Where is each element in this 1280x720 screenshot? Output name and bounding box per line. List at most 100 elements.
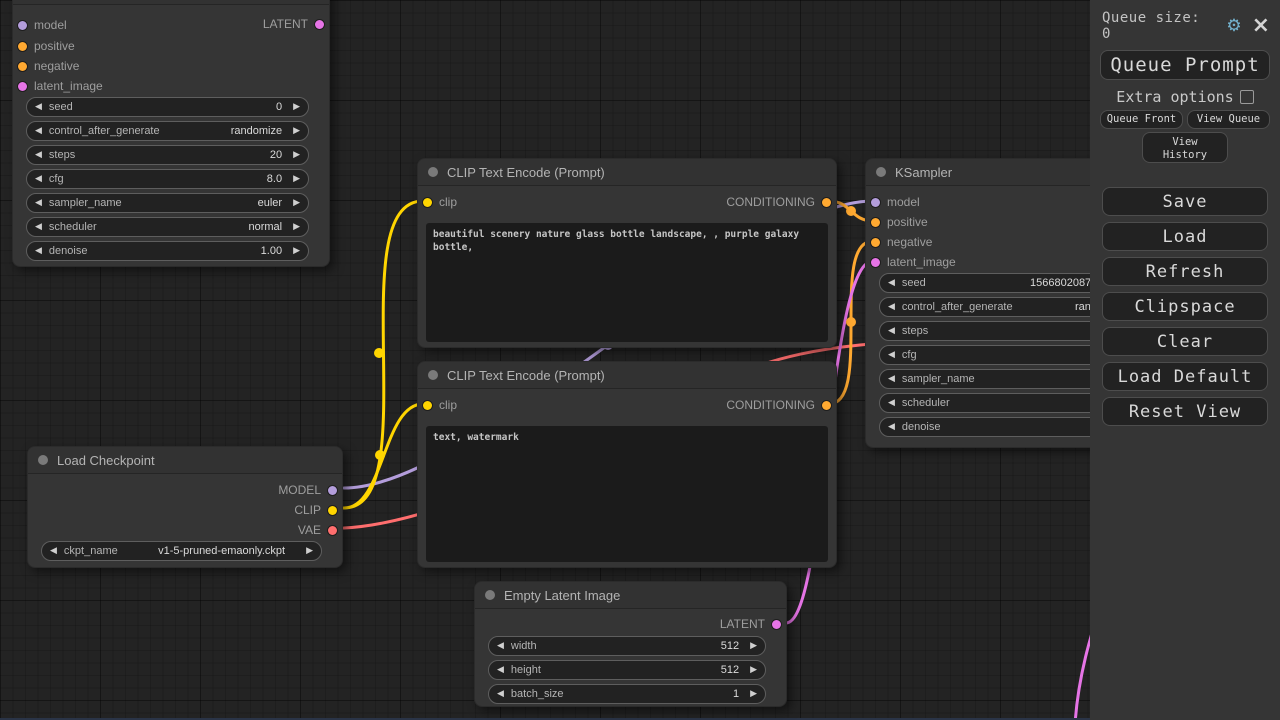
decrement-arrow-icon[interactable]: ◀ bbox=[497, 689, 504, 699]
view-history-button[interactable]: View History bbox=[1142, 132, 1228, 163]
increment-arrow-icon[interactable]: ▶ bbox=[293, 126, 300, 136]
load-button[interactable]: Load bbox=[1102, 222, 1268, 251]
decrement-arrow-icon[interactable]: ◀ bbox=[888, 302, 895, 312]
input-slot-model[interactable]: model bbox=[18, 16, 67, 34]
decrement-arrow-icon[interactable]: ◀ bbox=[35, 174, 42, 184]
negative-input-dot[interactable] bbox=[871, 237, 880, 247]
prompt-textarea[interactable]: text, watermark bbox=[426, 426, 828, 562]
clip-output-dot[interactable] bbox=[328, 505, 337, 515]
input-slot-latent-image[interactable]: latent_image bbox=[18, 77, 103, 95]
clipspace-button[interactable]: Clipspace bbox=[1102, 292, 1268, 321]
latent-output-dot[interactable] bbox=[772, 619, 781, 629]
input-slot-clip[interactable]: clip bbox=[423, 396, 457, 414]
node-clip-text-encode-1[interactable]: CLIP Text Encode (Prompt) clip CONDITION… bbox=[417, 158, 837, 348]
node-title-bar[interactable]: KSampler bbox=[13, 0, 329, 5]
decrement-arrow-icon[interactable]: ◀ bbox=[497, 665, 504, 675]
latent-input-dot[interactable] bbox=[18, 81, 27, 91]
widget-denoise[interactable]: ◀ denoise 1.00 ▶ bbox=[26, 241, 309, 261]
widget-cfg[interactable]: ◀ cfg 8.0 ▶ bbox=[26, 169, 309, 189]
increment-arrow-icon[interactable]: ▶ bbox=[293, 246, 300, 256]
prompt-textarea[interactable]: beautiful scenery nature glass bottle la… bbox=[426, 223, 828, 342]
widget-ckpt-name[interactable]: ◀ ckpt_name v1-5-pruned-emaonly.ckpt ▶ bbox=[41, 541, 322, 561]
decrement-arrow-icon[interactable]: ◀ bbox=[497, 641, 504, 651]
input-slot-negative[interactable]: negative bbox=[871, 233, 932, 251]
link-dot[interactable] bbox=[374, 348, 384, 358]
negative-input-dot[interactable] bbox=[18, 61, 27, 71]
collapse-dot-icon[interactable] bbox=[876, 167, 886, 177]
widget-sampler-name[interactable]: ◀ sampler_name euler ▶ bbox=[26, 193, 309, 213]
collapse-dot-icon[interactable] bbox=[485, 590, 495, 600]
decrement-arrow-icon[interactable]: ◀ bbox=[35, 198, 42, 208]
widget-width[interactable]: ◀ width 512 ▶ bbox=[488, 636, 766, 656]
widget-cfg[interactable]: ◀ cfg bbox=[879, 345, 1131, 365]
input-slot-positive[interactable]: positive bbox=[18, 37, 75, 55]
widget-height[interactable]: ◀ height 512 ▶ bbox=[488, 660, 766, 680]
widget-steps[interactable]: ◀ steps bbox=[879, 321, 1131, 341]
decrement-arrow-icon[interactable]: ◀ bbox=[35, 246, 42, 256]
decrement-arrow-icon[interactable]: ◀ bbox=[888, 374, 895, 384]
decrement-arrow-icon[interactable]: ◀ bbox=[888, 422, 895, 432]
decrement-arrow-icon[interactable]: ◀ bbox=[888, 350, 895, 360]
decrement-arrow-icon[interactable]: ◀ bbox=[888, 326, 895, 336]
latent-output-dot[interactable] bbox=[315, 19, 324, 29]
widget-seed[interactable]: ◀ seed 0 ▶ bbox=[26, 97, 309, 117]
widget-sampler-name[interactable]: ◀ sampler_name bbox=[879, 369, 1131, 389]
clip-input-dot[interactable] bbox=[423, 197, 432, 207]
widget-batch-size[interactable]: ◀ batch_size 1 ▶ bbox=[488, 684, 766, 704]
decrement-arrow-icon[interactable]: ◀ bbox=[888, 398, 895, 408]
input-slot-clip[interactable]: clip bbox=[423, 193, 457, 211]
node-ksampler-left[interactable]: KSampler model positive negative latent_… bbox=[12, 0, 330, 267]
vae-output-dot[interactable] bbox=[328, 525, 337, 535]
close-icon[interactable]: × bbox=[1251, 13, 1270, 38]
conditioning-output-dot[interactable] bbox=[822, 400, 831, 410]
positive-input-dot[interactable] bbox=[871, 217, 880, 227]
output-slot-vae[interactable]: VAE bbox=[298, 521, 337, 539]
collapse-dot-icon[interactable] bbox=[38, 455, 48, 465]
output-slot-clip[interactable]: CLIP bbox=[294, 501, 337, 519]
input-slot-negative[interactable]: negative bbox=[18, 57, 79, 75]
reset-view-button[interactable]: Reset View bbox=[1102, 397, 1268, 426]
increment-arrow-icon[interactable]: ▶ bbox=[306, 546, 313, 556]
model-input-dot[interactable] bbox=[871, 197, 880, 207]
increment-arrow-icon[interactable]: ▶ bbox=[293, 102, 300, 112]
widget-steps[interactable]: ◀ steps 20 ▶ bbox=[26, 145, 309, 165]
decrement-arrow-icon[interactable]: ◀ bbox=[35, 150, 42, 160]
output-slot-model[interactable]: MODEL bbox=[278, 481, 337, 499]
node-load-checkpoint[interactable]: Load Checkpoint MODEL CLIP VAE ◀ ckpt_na… bbox=[27, 446, 343, 568]
collapse-dot-icon[interactable] bbox=[428, 167, 438, 177]
output-slot-latent[interactable]: LATENT bbox=[263, 15, 324, 33]
output-slot-conditioning[interactable]: CONDITIONING bbox=[726, 193, 831, 211]
save-button[interactable]: Save bbox=[1102, 187, 1268, 216]
clip-input-dot[interactable] bbox=[423, 400, 432, 410]
clear-button[interactable]: Clear bbox=[1102, 327, 1268, 356]
load-default-button[interactable]: Load Default bbox=[1102, 362, 1268, 391]
output-slot-latent[interactable]: LATENT bbox=[720, 615, 781, 633]
node-empty-latent-image[interactable]: Empty Latent Image LATENT ◀ width 512 ▶ … bbox=[474, 581, 787, 707]
decrement-arrow-icon[interactable]: ◀ bbox=[888, 278, 895, 288]
decrement-arrow-icon[interactable]: ◀ bbox=[35, 222, 42, 232]
decrement-arrow-icon[interactable]: ◀ bbox=[35, 126, 42, 136]
extra-options-checkbox[interactable] bbox=[1239, 90, 1254, 104]
model-output-dot[interactable] bbox=[328, 485, 337, 495]
collapse-dot-icon[interactable] bbox=[428, 370, 438, 380]
node-title-bar[interactable]: CLIP Text Encode (Prompt) bbox=[418, 159, 836, 186]
view-queue-button[interactable]: View Queue bbox=[1187, 110, 1270, 129]
conditioning-output-dot[interactable] bbox=[822, 197, 831, 207]
link-dot[interactable] bbox=[846, 317, 856, 327]
increment-arrow-icon[interactable]: ▶ bbox=[293, 174, 300, 184]
refresh-button[interactable]: Refresh bbox=[1102, 257, 1268, 286]
widget-scheduler[interactable]: ◀ scheduler normal ▶ bbox=[26, 217, 309, 237]
queue-front-button[interactable]: Queue Front bbox=[1100, 110, 1183, 129]
node-title-bar[interactable]: CLIP Text Encode (Prompt) bbox=[418, 362, 836, 389]
widget-scheduler[interactable]: ◀ scheduler bbox=[879, 393, 1131, 413]
widget-control-after-generate[interactable]: ◀ control_after_generate randomize ▶ bbox=[26, 121, 309, 141]
node-clip-text-encode-2[interactable]: CLIP Text Encode (Prompt) clip CONDITION… bbox=[417, 361, 837, 568]
input-slot-model[interactable]: model bbox=[871, 193, 920, 211]
increment-arrow-icon[interactable]: ▶ bbox=[293, 198, 300, 208]
latent-input-dot[interactable] bbox=[871, 257, 880, 267]
link-dot[interactable] bbox=[846, 206, 856, 216]
decrement-arrow-icon[interactable]: ◀ bbox=[35, 102, 42, 112]
decrement-arrow-icon[interactable]: ◀ bbox=[50, 546, 57, 556]
model-input-dot[interactable] bbox=[18, 20, 27, 30]
